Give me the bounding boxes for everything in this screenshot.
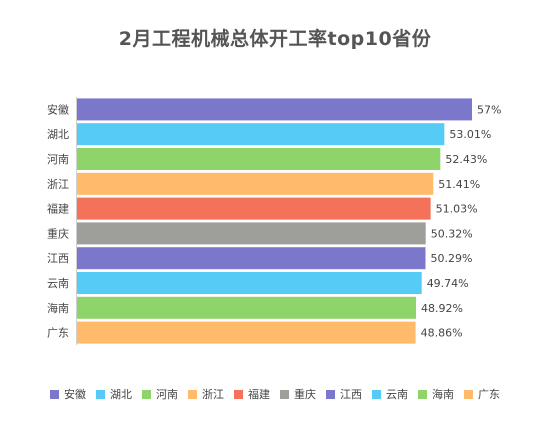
bar-4	[77, 172, 434, 195]
category-label-3: 河南	[47, 153, 69, 166]
bar-9	[77, 296, 417, 319]
category-label-5: 福建	[47, 202, 69, 216]
legend-swatch-7	[326, 389, 335, 399]
category-label-8: 云南	[47, 277, 69, 290]
value-label-2: 53.01%	[449, 128, 491, 141]
bar-8	[77, 272, 422, 294]
legend-item-6: 重庆	[280, 386, 316, 402]
legend-item-7: 江西	[326, 386, 362, 402]
legend-label-7: 江西	[340, 388, 362, 401]
value-label-5: 51.03%	[436, 203, 478, 216]
category-label-4: 浙江	[47, 178, 69, 191]
category-label-2: 湖北	[47, 128, 69, 141]
legend-swatch-5	[234, 389, 243, 399]
legend-label-9: 海南	[432, 388, 454, 401]
legend-item-8: 云南	[372, 386, 408, 402]
bar-10	[77, 321, 416, 344]
bar-2	[77, 123, 445, 146]
value-label-1: 57%	[477, 103, 501, 116]
bar-5	[77, 197, 431, 220]
category-label-7: 江西	[47, 252, 69, 265]
category-label-1: 安徽	[47, 102, 69, 116]
category-label-10: 广东	[47, 327, 69, 340]
legend-label-3: 河南	[156, 388, 178, 401]
value-label-8: 49.74%	[427, 277, 469, 290]
legend-swatch-10	[464, 389, 473, 399]
legend-item-10: 广东	[464, 386, 500, 402]
legend-label-8: 云南	[386, 388, 408, 401]
value-label-7: 50.29%	[431, 252, 473, 265]
legend-swatch-4	[188, 389, 197, 399]
bar-1	[77, 98, 472, 121]
legend-item-1: 安徽	[50, 386, 86, 402]
chart-title: 2月工程机械总体开工率top10省份	[118, 28, 432, 50]
legend-label-4: 浙江	[202, 388, 224, 401]
value-label-4: 51.41%	[438, 178, 480, 191]
value-label-9: 48.92%	[421, 302, 463, 315]
legend-item-9: 海南	[418, 386, 454, 402]
legend-swatch-6	[280, 389, 289, 399]
legend-label-1: 安徽	[64, 388, 86, 401]
value-label-3: 52.43%	[445, 153, 487, 166]
category-label-9: 海南	[47, 301, 69, 315]
legend-swatch-8	[372, 389, 381, 399]
bar-7	[77, 247, 426, 270]
value-label-6: 50.32%	[431, 227, 473, 240]
bar-6	[77, 222, 426, 245]
bar-3	[77, 148, 441, 170]
legend-swatch-9	[418, 389, 427, 399]
legend-item-2: 湖北	[96, 386, 132, 402]
value-label-10: 48.86%	[421, 327, 463, 340]
legend-swatch-2	[96, 389, 105, 399]
category-label-6: 重庆	[47, 226, 69, 240]
legend-item-5: 福建	[234, 386, 270, 402]
legend-item-3: 河南	[142, 386, 178, 402]
legend-item-4: 浙江	[188, 386, 224, 402]
legend-label-10: 广东	[478, 388, 500, 401]
legend-label-5: 福建	[248, 388, 270, 401]
legend-label-2: 湖北	[110, 388, 132, 401]
legend-swatch-1	[50, 389, 59, 399]
legend-swatch-3	[142, 389, 151, 399]
legend-label-6: 重庆	[294, 388, 316, 401]
chart-legend: 安徽 湖北 河南 浙江 福建 重庆 江西 云南 海南 广东	[0, 386, 550, 402]
